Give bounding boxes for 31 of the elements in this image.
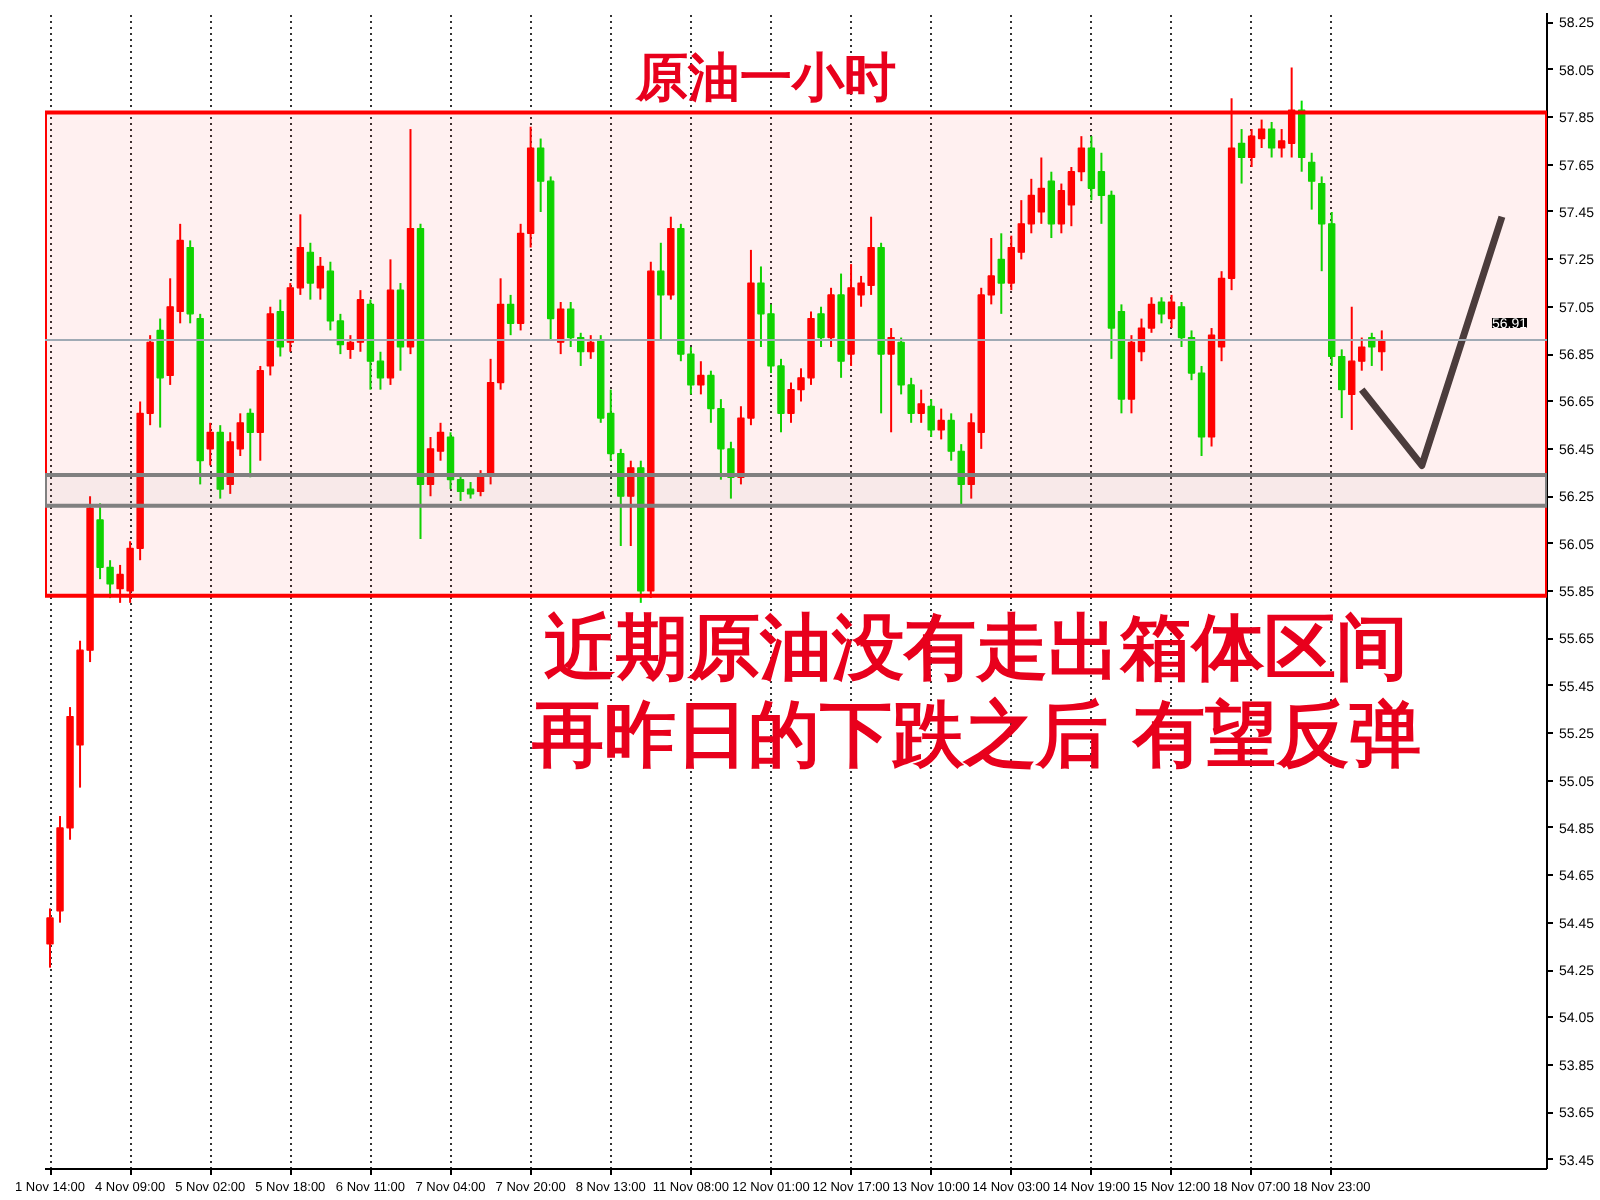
candlestick [1267, 120, 1276, 159]
candlestick [627, 459, 635, 547]
candlestick [556, 301, 565, 356]
candlestick [1297, 99, 1306, 173]
candlestick [246, 407, 254, 479]
candlestick [316, 255, 325, 301]
candlestick [46, 907, 54, 969]
candlestick [997, 232, 1005, 315]
candlestick [917, 388, 925, 424]
annotation: 近期原油没有走出箱体区间 [544, 607, 1409, 690]
candlestick [1378, 329, 1386, 372]
candlestick [1167, 293, 1176, 330]
candlestick [697, 360, 705, 396]
candlestick [937, 407, 945, 441]
candlestick [817, 305, 825, 349]
candlestick [156, 317, 164, 429]
candlestick [927, 398, 935, 439]
candlestick [1047, 170, 1056, 240]
candlestick [887, 327, 895, 434]
annotation: 再昨日的下跌之后 有望反弹 [529, 694, 1421, 777]
candlestick [827, 286, 835, 349]
candlestick [1307, 151, 1316, 211]
candlestick [657, 241, 665, 341]
candlestick [276, 298, 285, 358]
candlestick [1157, 296, 1166, 325]
text: 原油一小时 [633, 48, 896, 109]
candlestick [587, 334, 595, 360]
candlestick [506, 293, 515, 337]
candlestick [1237, 128, 1246, 185]
candlestick [306, 241, 315, 301]
candlestick [206, 421, 214, 467]
